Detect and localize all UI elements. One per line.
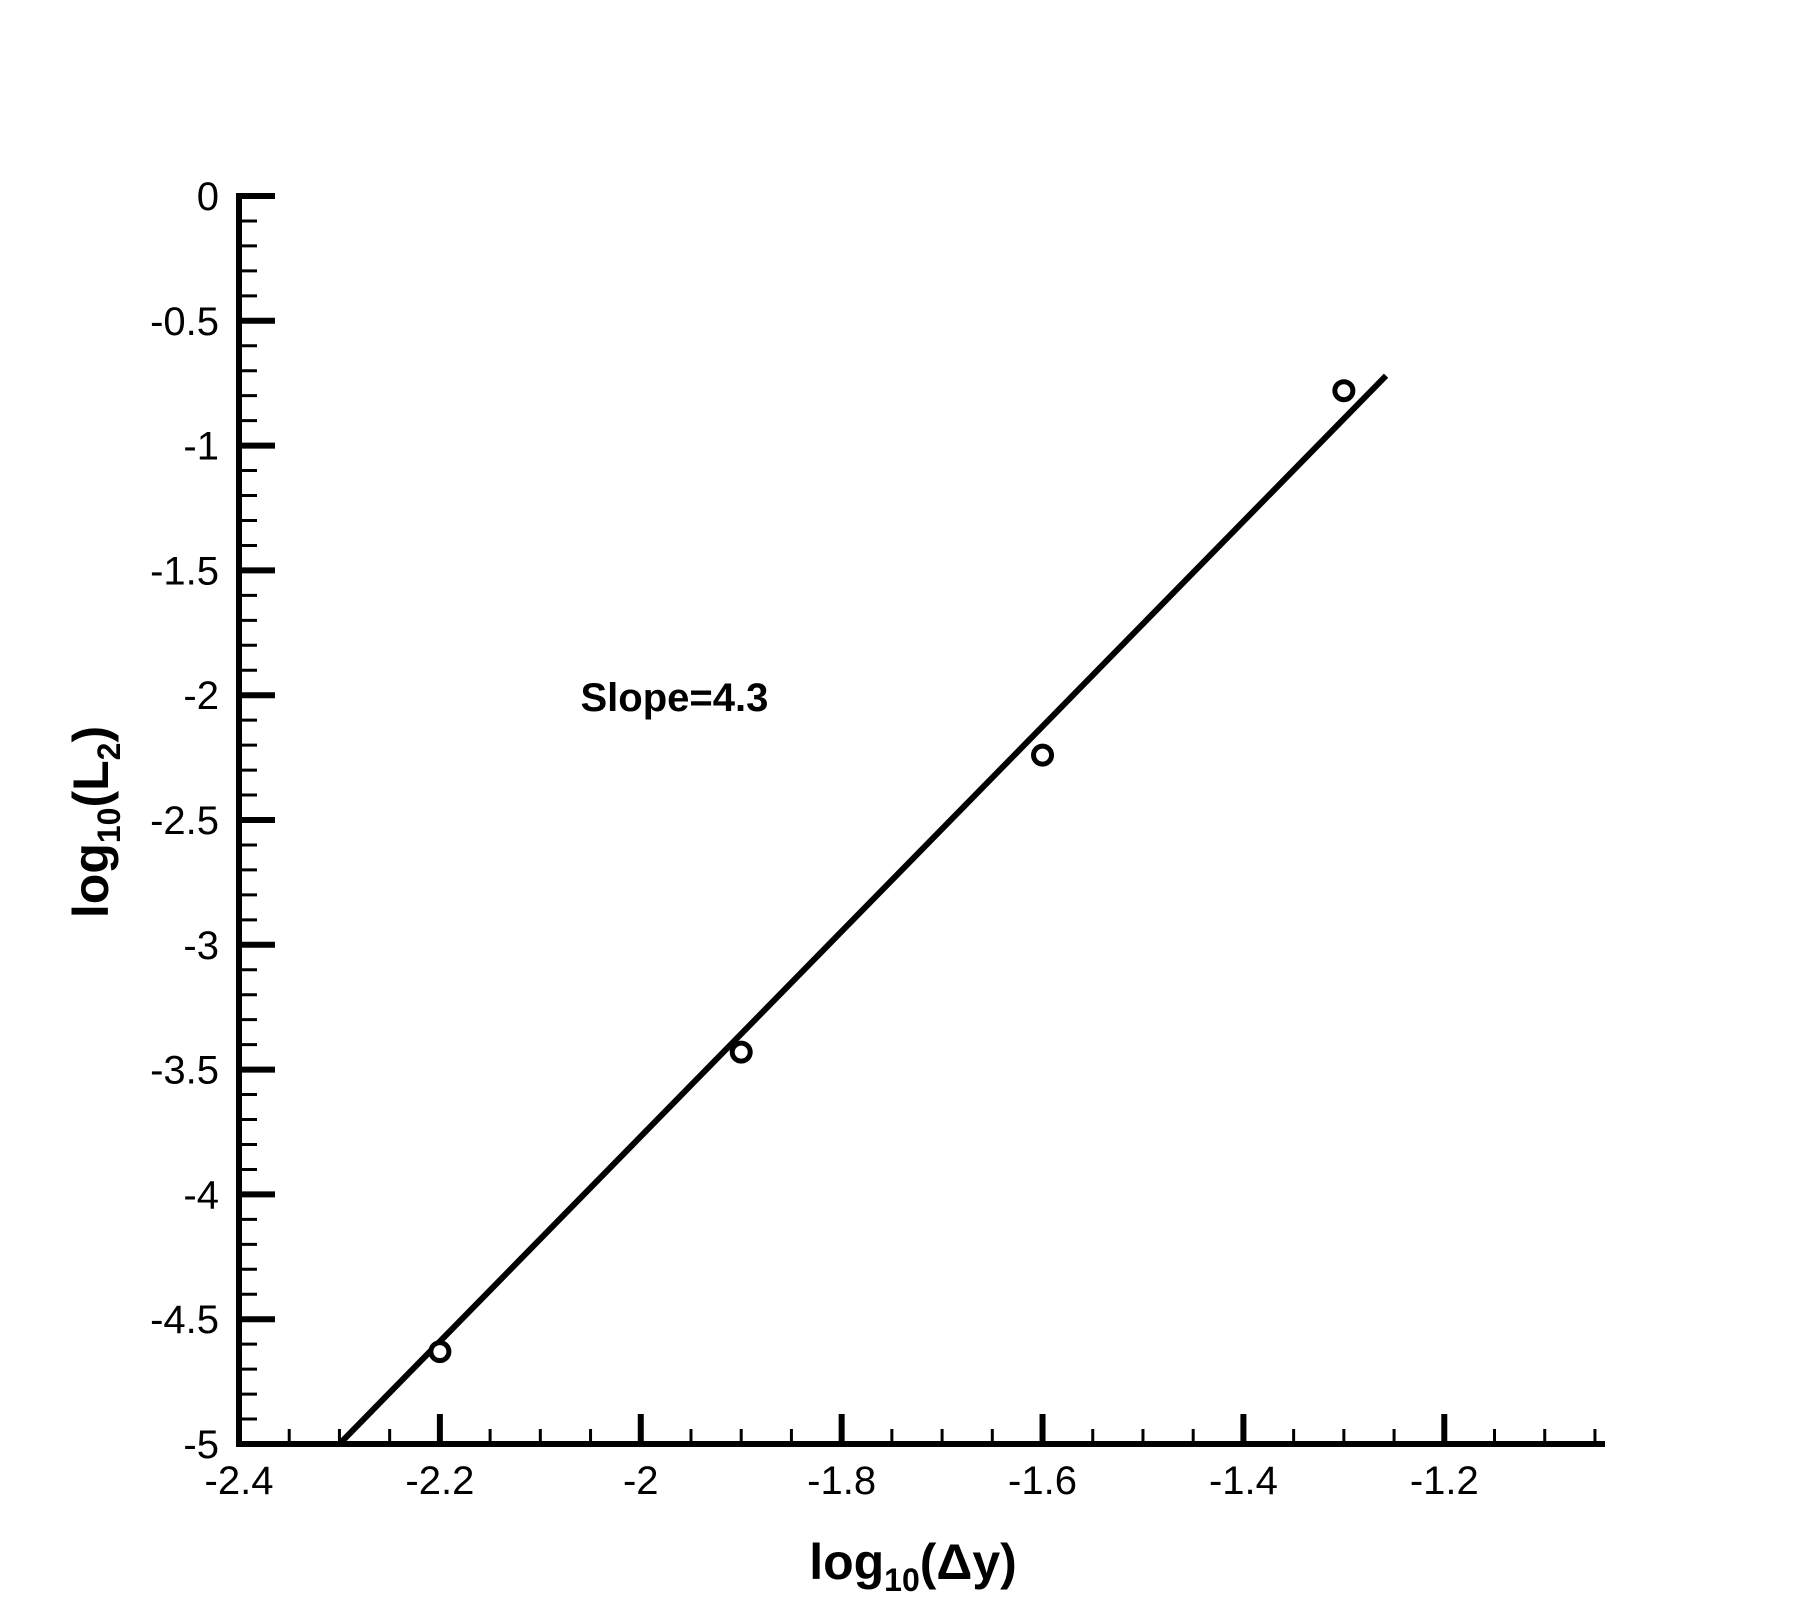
x-tick-label: -1.6 xyxy=(1008,1459,1077,1503)
x-tick-label: -1.8 xyxy=(807,1459,876,1503)
y-axis-title-subscript: 10 xyxy=(91,808,127,844)
x-axis-title-rest: (Δy) xyxy=(920,1534,1017,1590)
y-axis-title-subscript-2: 2 xyxy=(91,743,127,761)
x-major-ticks xyxy=(236,1414,1448,1444)
y-tick-label: -5 xyxy=(183,1423,219,1467)
y-tick-label: -2 xyxy=(183,674,219,718)
y-tick-label: -4.5 xyxy=(150,1298,219,1342)
y-tick-label: -4 xyxy=(183,1173,219,1217)
x-tick-label: -2.4 xyxy=(205,1459,274,1503)
x-tick-label: -2.2 xyxy=(405,1459,474,1503)
x-tick-label: -2 xyxy=(623,1459,659,1503)
x-tick-label: -1.4 xyxy=(1209,1459,1278,1503)
data-point xyxy=(1332,379,1356,403)
data-point xyxy=(729,1040,753,1064)
y-tick-label: -3.5 xyxy=(150,1049,219,1093)
slope-annotation: Slope=4.3 xyxy=(581,676,769,720)
y-axis-title-open: (L xyxy=(63,760,119,807)
y-tick-label: -0.5 xyxy=(150,300,219,344)
y-axis-title: log10(L2) xyxy=(63,726,127,918)
y-tick-label: 0 xyxy=(197,175,219,219)
data-point xyxy=(428,1340,452,1364)
x-axis-title-main: log xyxy=(809,1534,884,1590)
y-tick-label: -1 xyxy=(183,425,219,469)
y-tick-labels: 0 -0.5 -1 -1.5 -2 -2.5 -3 -3.5 -4 -4.5 -5 xyxy=(150,175,219,1467)
x-axis-title: log10(Δy) xyxy=(809,1534,1017,1598)
data-point xyxy=(1031,743,1055,767)
fit-line xyxy=(337,373,1389,1447)
y-major-ticks xyxy=(239,193,275,1447)
data-points xyxy=(428,379,1356,1364)
y-tick-label: -3 xyxy=(183,924,219,968)
x-tick-label: -1.2 xyxy=(1410,1459,1479,1503)
x-axis-title-subscript: 10 xyxy=(884,1562,920,1598)
y-axis-title-close: ) xyxy=(63,726,119,743)
y-tick-label: -2.5 xyxy=(150,799,219,843)
y-tick-label: -1.5 xyxy=(150,549,219,593)
x-tick-labels: -2.4 -2.2 -2 -1.8 -1.6 -1.4 -1.2 xyxy=(205,1459,1479,1503)
y-axis-title-main: log xyxy=(63,843,119,918)
